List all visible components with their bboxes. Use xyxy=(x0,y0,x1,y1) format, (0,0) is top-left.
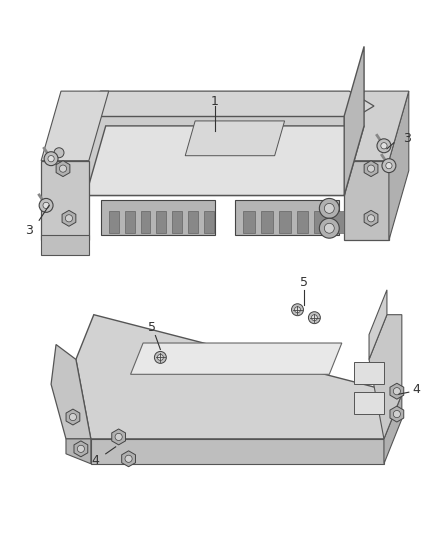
Polygon shape xyxy=(41,91,109,160)
Bar xyxy=(204,212,214,233)
Circle shape xyxy=(311,314,318,321)
Polygon shape xyxy=(62,211,76,226)
Circle shape xyxy=(77,445,85,453)
Text: 3: 3 xyxy=(25,224,33,237)
Circle shape xyxy=(115,433,122,440)
Circle shape xyxy=(48,156,54,162)
Polygon shape xyxy=(131,343,342,374)
Polygon shape xyxy=(344,160,389,240)
Circle shape xyxy=(155,351,166,364)
Circle shape xyxy=(125,455,132,462)
Polygon shape xyxy=(41,235,89,255)
Polygon shape xyxy=(66,439,91,464)
Bar xyxy=(332,212,344,233)
Bar xyxy=(354,392,384,414)
Bar xyxy=(156,212,166,233)
Polygon shape xyxy=(344,91,409,160)
Polygon shape xyxy=(364,160,378,176)
Bar xyxy=(188,212,198,233)
Circle shape xyxy=(294,307,300,313)
Circle shape xyxy=(308,312,320,324)
Polygon shape xyxy=(369,314,402,439)
Circle shape xyxy=(69,414,77,421)
Circle shape xyxy=(367,165,374,172)
Circle shape xyxy=(39,198,53,212)
Circle shape xyxy=(393,410,400,418)
Text: 5: 5 xyxy=(300,277,308,289)
Bar xyxy=(314,212,326,233)
Circle shape xyxy=(44,152,58,166)
Text: 3: 3 xyxy=(403,132,411,146)
Polygon shape xyxy=(86,116,344,196)
Bar xyxy=(354,362,384,384)
Circle shape xyxy=(157,354,163,360)
Polygon shape xyxy=(364,211,378,226)
Text: 4: 4 xyxy=(413,383,420,395)
Circle shape xyxy=(382,159,396,173)
Polygon shape xyxy=(389,91,409,240)
Text: 4: 4 xyxy=(92,454,100,467)
Polygon shape xyxy=(71,91,374,121)
Bar xyxy=(261,212,273,233)
Polygon shape xyxy=(185,121,285,156)
Bar xyxy=(297,212,308,233)
Bar xyxy=(279,212,290,233)
Polygon shape xyxy=(390,383,404,399)
Circle shape xyxy=(381,143,387,149)
Circle shape xyxy=(60,165,67,172)
Polygon shape xyxy=(86,126,364,196)
Circle shape xyxy=(377,139,391,153)
Polygon shape xyxy=(56,160,70,176)
Circle shape xyxy=(393,387,400,395)
Circle shape xyxy=(65,215,73,222)
Circle shape xyxy=(324,204,334,213)
Circle shape xyxy=(324,223,334,233)
Bar xyxy=(141,212,150,233)
Circle shape xyxy=(292,304,304,316)
Bar xyxy=(235,200,339,235)
Polygon shape xyxy=(369,290,387,359)
Text: 5: 5 xyxy=(148,321,156,334)
Circle shape xyxy=(319,198,339,219)
Text: 1: 1 xyxy=(211,94,219,108)
Polygon shape xyxy=(344,46,364,196)
Circle shape xyxy=(43,202,49,208)
Circle shape xyxy=(319,219,339,238)
Polygon shape xyxy=(76,314,402,439)
Bar xyxy=(124,212,134,233)
Polygon shape xyxy=(384,394,402,464)
Circle shape xyxy=(367,215,374,222)
Polygon shape xyxy=(51,344,91,439)
Polygon shape xyxy=(41,160,89,240)
Polygon shape xyxy=(91,439,384,464)
Polygon shape xyxy=(66,409,80,425)
Circle shape xyxy=(386,163,392,169)
Bar xyxy=(101,200,215,235)
Bar xyxy=(109,212,119,233)
Polygon shape xyxy=(74,441,88,457)
Polygon shape xyxy=(112,429,126,445)
Bar xyxy=(243,212,255,233)
Polygon shape xyxy=(390,406,404,422)
Polygon shape xyxy=(122,451,135,467)
Circle shape xyxy=(54,148,64,158)
Bar xyxy=(172,212,182,233)
